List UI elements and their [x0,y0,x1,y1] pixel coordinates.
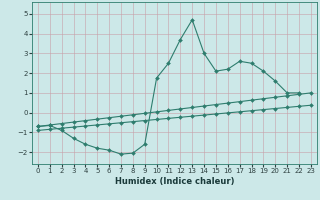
X-axis label: Humidex (Indice chaleur): Humidex (Indice chaleur) [115,177,234,186]
